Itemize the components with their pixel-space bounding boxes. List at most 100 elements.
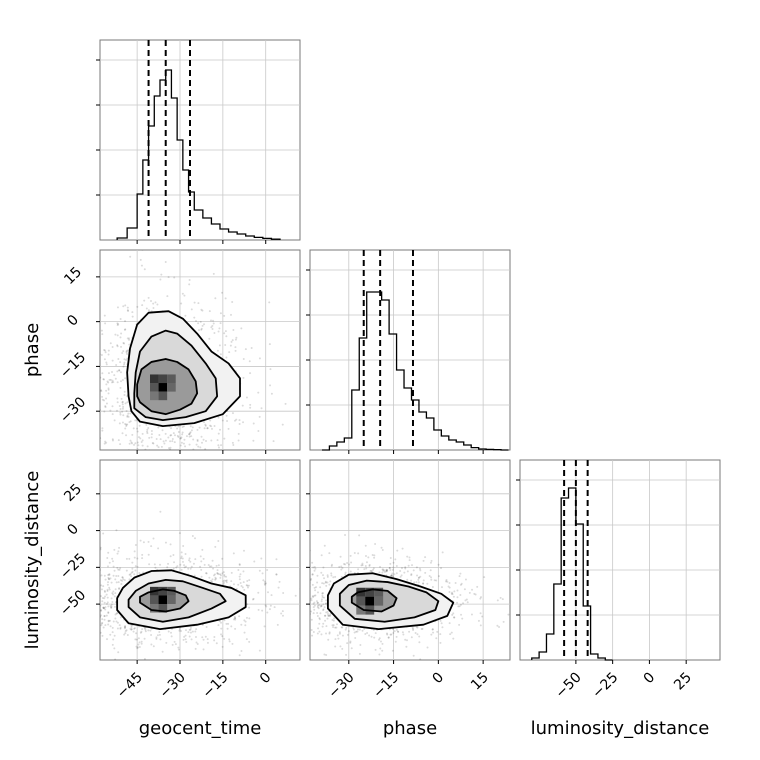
sample-point <box>114 377 117 380</box>
sample-point <box>146 445 149 448</box>
sample-point <box>214 578 217 581</box>
sample-point <box>117 651 120 654</box>
sample-point <box>169 440 172 443</box>
sample-point <box>281 423 284 426</box>
sample-point <box>456 601 459 604</box>
sample-point <box>101 597 104 600</box>
sample-point <box>107 619 110 622</box>
sample-point <box>219 322 222 325</box>
sample-point <box>318 622 321 625</box>
sample-point <box>383 570 386 573</box>
sample-point <box>429 569 432 572</box>
sample-point <box>167 562 170 565</box>
sample-point <box>113 605 116 608</box>
panel-content <box>310 533 510 660</box>
sample-point <box>313 569 316 572</box>
sample-point <box>118 587 121 590</box>
sample-point <box>358 652 361 655</box>
sample-point <box>396 630 399 633</box>
sample-point <box>238 578 241 581</box>
density-pixel <box>150 603 159 613</box>
sample-point <box>100 609 103 612</box>
sample-point <box>340 626 343 629</box>
sample-point <box>126 634 129 637</box>
density-pixel <box>150 383 159 392</box>
sample-point <box>120 397 123 400</box>
sample-point <box>381 571 384 574</box>
sample-point <box>189 425 192 428</box>
sample-point <box>116 627 119 630</box>
sample-point <box>135 645 138 648</box>
sample-point <box>116 324 119 327</box>
panel-frame <box>309 459 511 661</box>
sample-point <box>380 546 383 549</box>
sample-point <box>177 425 180 428</box>
sample-point <box>125 423 128 426</box>
sample-point <box>299 588 300 590</box>
sample-point <box>264 582 267 585</box>
sample-point <box>129 412 132 415</box>
sample-point <box>217 624 220 627</box>
sample-point <box>370 569 373 572</box>
sample-point <box>231 412 234 415</box>
sample-point <box>121 410 124 413</box>
sample-point <box>122 405 125 408</box>
sample-point <box>330 574 333 577</box>
sample-point <box>141 250 144 251</box>
sample-point <box>338 631 341 634</box>
sample-point <box>134 638 137 641</box>
sample-point <box>364 565 367 568</box>
sample-point <box>453 590 456 593</box>
sample-point <box>216 439 219 442</box>
sample-point <box>440 622 443 625</box>
sample-point <box>130 628 133 631</box>
sample-point <box>100 569 101 572</box>
sample-point <box>149 299 152 302</box>
sample-point <box>116 552 119 555</box>
sample-point <box>134 569 137 572</box>
sample-point <box>240 623 243 626</box>
sample-point <box>125 352 128 355</box>
sample-point <box>124 328 127 331</box>
sample-point <box>257 430 260 433</box>
sample-point <box>389 574 392 577</box>
sample-point <box>188 635 191 638</box>
sample-point <box>119 336 122 339</box>
sample-point <box>110 370 113 373</box>
sample-point <box>220 444 223 447</box>
sample-point <box>111 438 114 441</box>
sample-point <box>193 316 196 319</box>
sample-point <box>201 324 204 327</box>
sample-point <box>363 568 366 571</box>
sample-point <box>100 595 102 598</box>
sample-point <box>340 568 343 571</box>
sample-point <box>420 627 423 630</box>
sample-point <box>102 606 105 609</box>
sample-point <box>171 643 174 646</box>
sample-point <box>184 552 187 555</box>
sample-point <box>100 609 103 612</box>
sample-point <box>219 621 222 624</box>
sample-point <box>195 443 198 446</box>
sample-point <box>400 574 403 577</box>
sample-point <box>188 278 191 281</box>
sample-point <box>152 307 155 310</box>
sample-point <box>110 606 113 609</box>
sample-point <box>318 604 321 607</box>
sample-point <box>196 438 199 441</box>
sample-point <box>234 617 237 620</box>
sample-point <box>188 435 191 438</box>
sample-point <box>172 567 175 570</box>
sample-point <box>104 595 107 598</box>
sample-point <box>407 564 410 567</box>
sample-point <box>219 428 222 431</box>
sample-point <box>173 561 176 564</box>
sample-point <box>310 610 313 613</box>
sample-point <box>177 648 180 651</box>
sample-point <box>106 601 109 604</box>
sample-point <box>107 381 110 384</box>
sample-point <box>320 600 323 603</box>
sample-point <box>204 635 207 638</box>
sample-point <box>496 624 499 627</box>
sample-point <box>382 568 385 571</box>
